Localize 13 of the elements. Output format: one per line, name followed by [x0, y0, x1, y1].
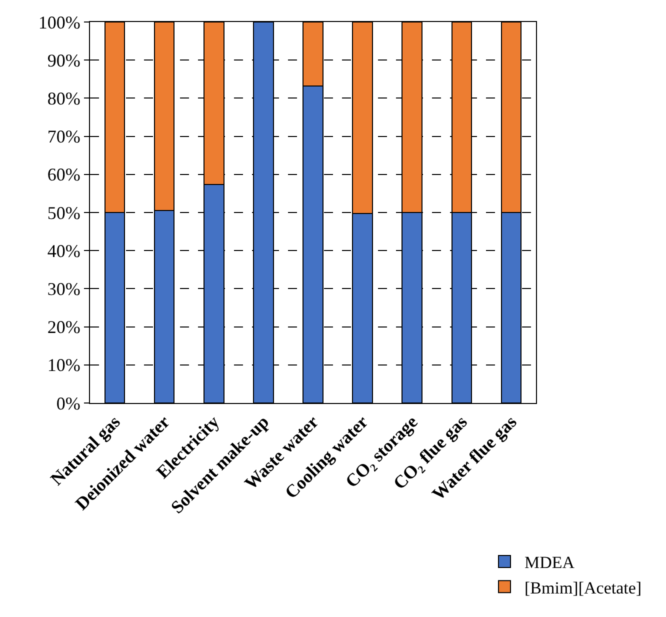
y-tick-label: 20%	[47, 317, 80, 338]
y-tick-label: 0%	[56, 393, 80, 414]
legend-label: MDEA	[524, 553, 576, 572]
y-tick-label: 30%	[47, 279, 80, 299]
y-tick-label: 80%	[47, 88, 80, 108]
y-tick-label: 60%	[47, 164, 80, 185]
y-tick-label: 40%	[47, 240, 80, 261]
y-tick-label: 70%	[47, 126, 80, 147]
legend-label: [Bmim][Acetate]	[524, 578, 642, 598]
y-tick-label: 10%	[47, 355, 80, 376]
y-tick-label: 100%	[38, 12, 80, 32]
y-tick-label: 50%	[47, 202, 80, 223]
y-tick-label: 90%	[47, 50, 80, 70]
